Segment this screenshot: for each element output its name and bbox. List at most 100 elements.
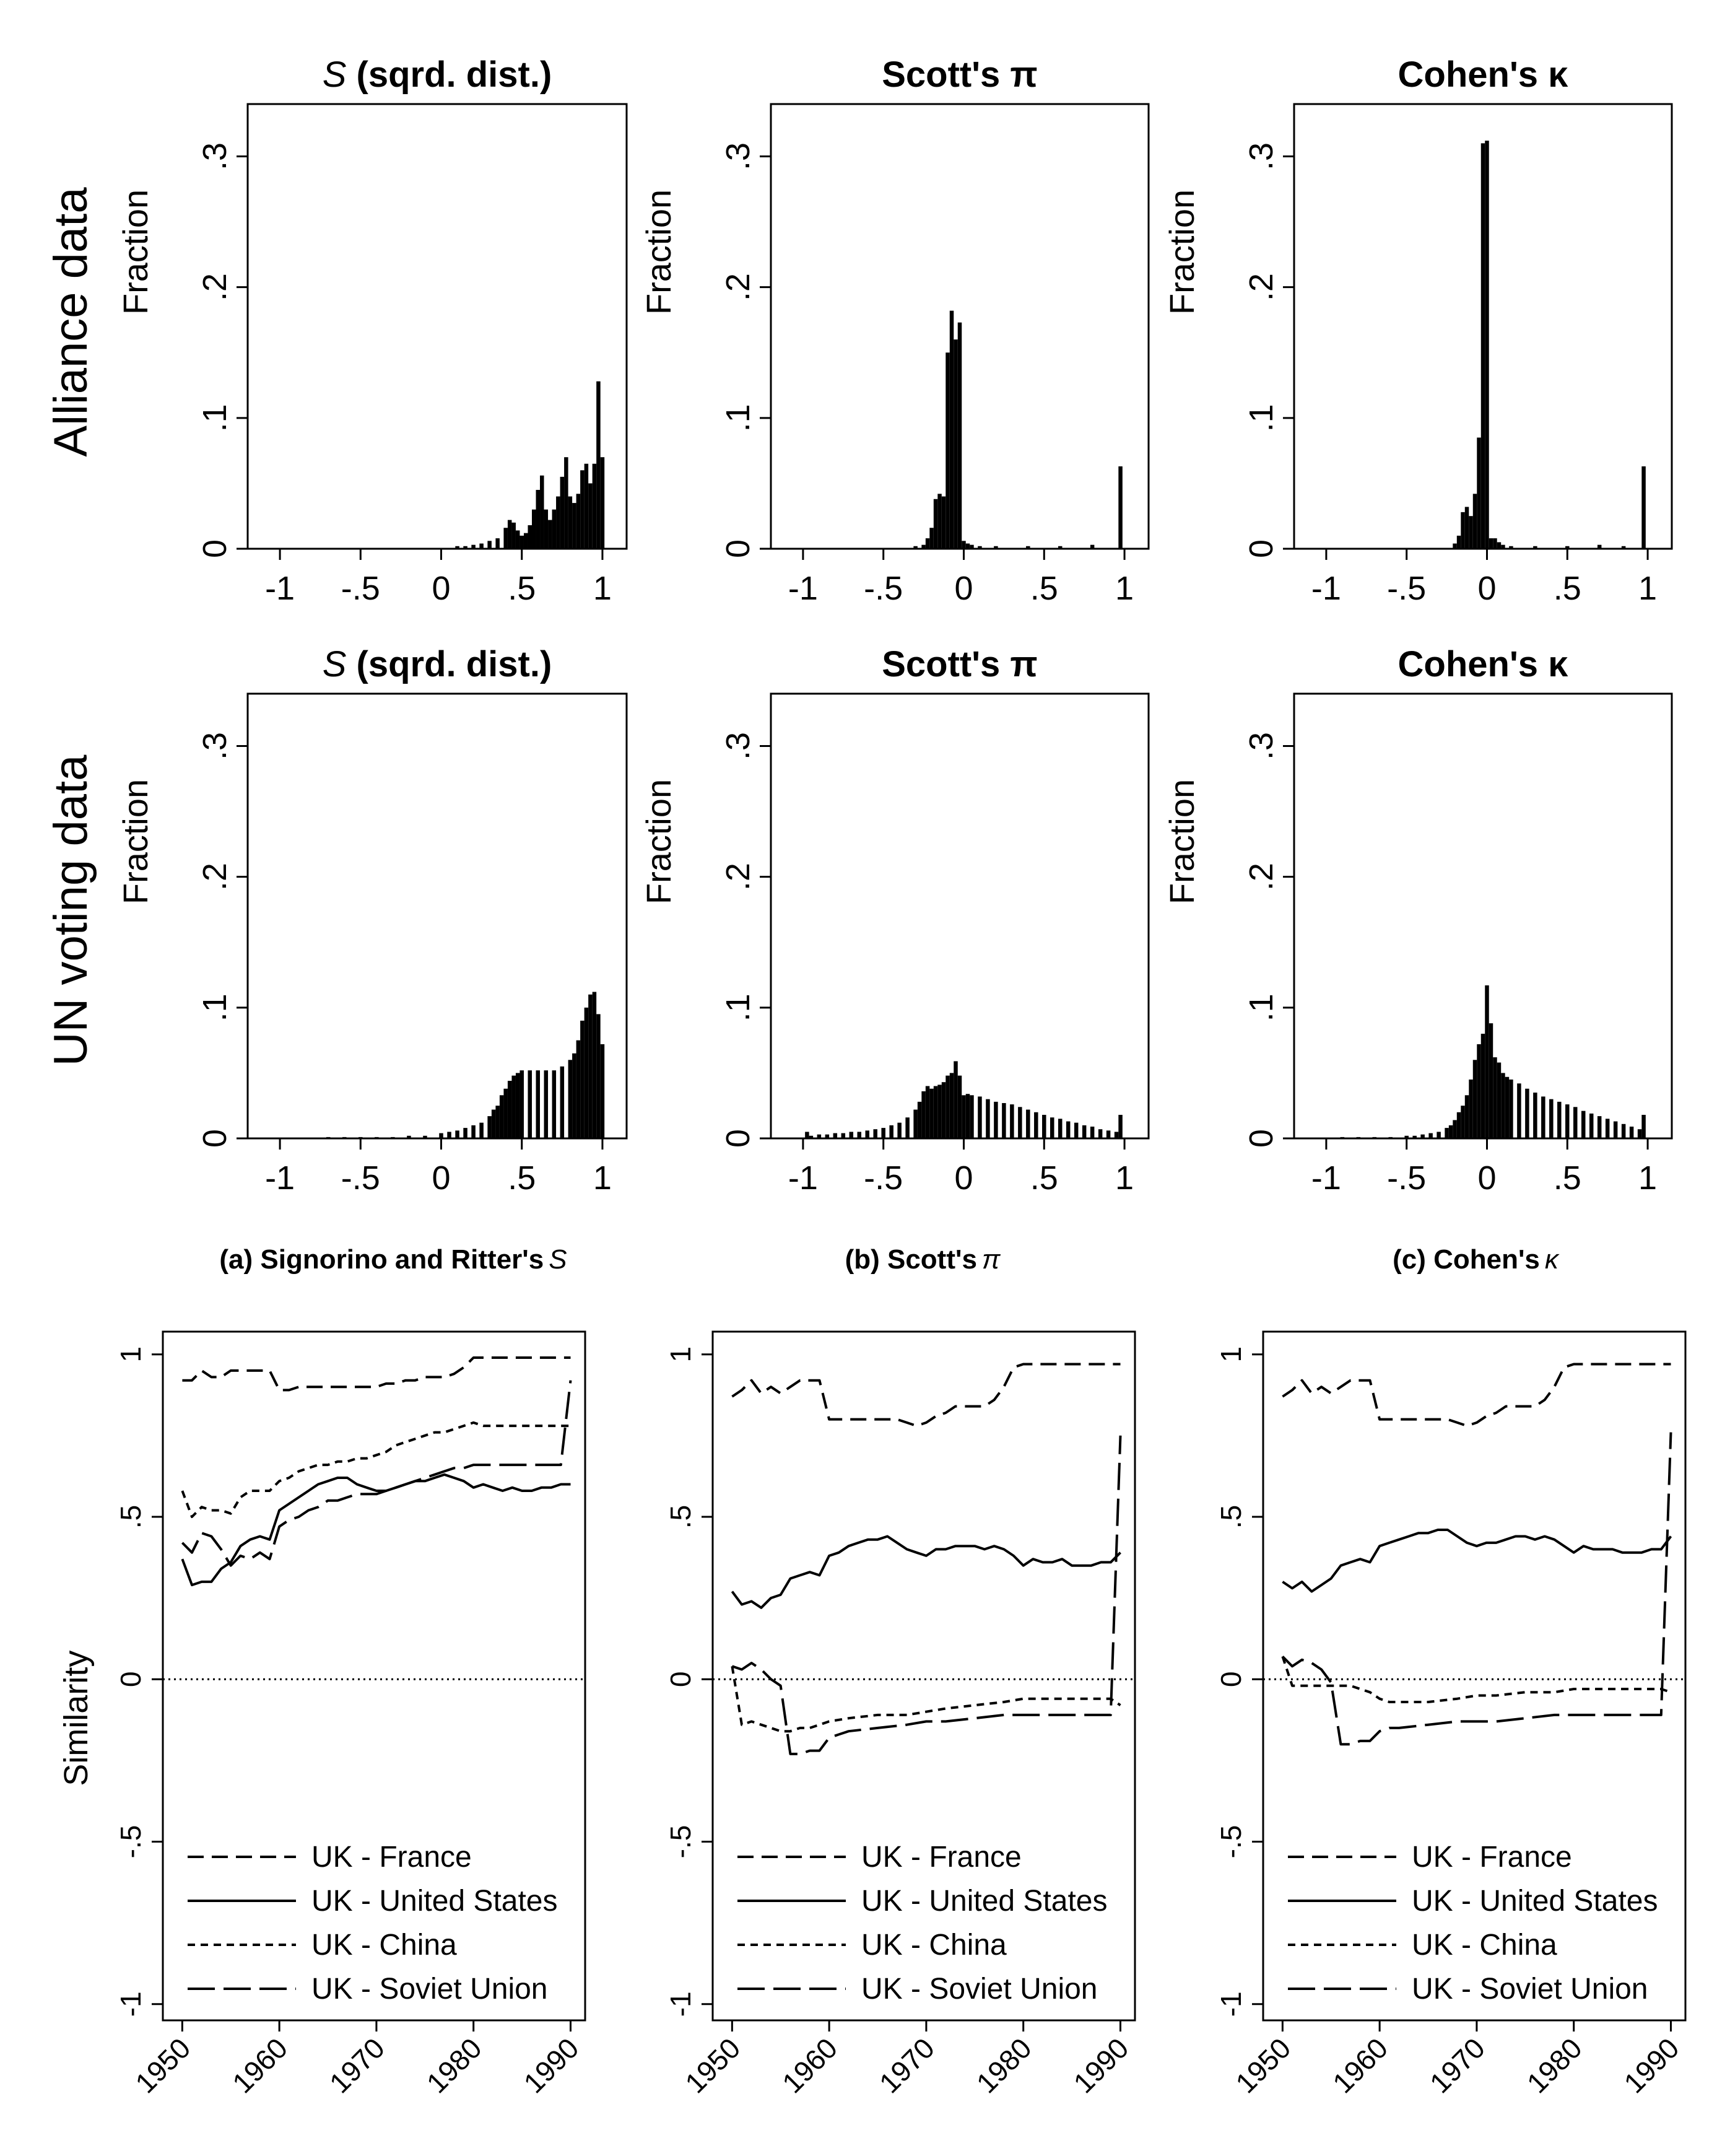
histogram-bar — [588, 994, 593, 1138]
histogram-bar — [1477, 437, 1481, 549]
histogram-bar — [1026, 546, 1030, 549]
histogram-bar — [471, 1125, 476, 1138]
y-tick-label: .2 — [719, 273, 757, 301]
histogram-bar — [564, 457, 568, 549]
histogram-bar — [857, 1132, 862, 1138]
y-tick-label: -.5 — [1215, 1825, 1247, 1859]
x-tick-label: -.5 — [1387, 1159, 1426, 1197]
series-line — [1281, 1656, 1672, 1703]
y-tick-label: .1 — [196, 993, 233, 1021]
y-axis-label: Fraction — [639, 190, 678, 315]
histogram-bar — [1489, 538, 1493, 549]
x-tick-label: 0 — [954, 570, 973, 607]
histogram-bar — [1034, 1112, 1038, 1138]
legend-label: UK - United States — [861, 1885, 1108, 1918]
x-tick-label: -1 — [265, 570, 295, 607]
histogram-bar — [1485, 985, 1489, 1138]
hist-chart-alliance-s: S (sqrd. dist.) -1 -.5 0 .5 1 0 .1 .2 .3 Fraction — [116, 55, 628, 607]
histogram-bar — [487, 541, 492, 549]
y-tick-label: .2 — [719, 863, 757, 891]
histogram-bar — [1448, 1125, 1453, 1138]
histogram-bar — [596, 1014, 601, 1138]
histogram-bar — [576, 1040, 581, 1138]
histogram-bar — [499, 1095, 504, 1138]
histogram-bar — [1469, 516, 1473, 549]
histogram-bar — [447, 1132, 451, 1138]
chart-title: S (sqrd. dist.) — [323, 644, 552, 684]
x-tick-label: -.5 — [341, 1159, 380, 1197]
histogram-bar — [479, 543, 484, 549]
histogram-bar — [849, 1132, 854, 1138]
series-line — [731, 1535, 1121, 1609]
histogram-bar — [407, 1135, 411, 1138]
histogram-bar — [1118, 466, 1123, 549]
x-tick-label: -.5 — [864, 570, 903, 607]
histogram-bar — [1050, 1117, 1054, 1138]
histogram-bar — [479, 1122, 484, 1138]
x-tick-label: 1 — [1115, 1159, 1134, 1197]
histogram-bar — [921, 544, 926, 549]
histogram-bar — [937, 494, 942, 549]
histogram-bar — [1485, 141, 1489, 549]
y-tick-label: .3 — [196, 732, 233, 760]
y-axis-label: Fraction — [116, 190, 155, 315]
histogram-bar — [1505, 1076, 1510, 1138]
histogram-bar — [954, 1061, 958, 1138]
plot-frame — [246, 692, 628, 1140]
histogram-bar — [1074, 1122, 1079, 1138]
histogram-bar — [1042, 1114, 1046, 1138]
histogram-bar — [536, 489, 541, 549]
x-tick-label: 0 — [432, 1159, 450, 1197]
histogram-bar — [1453, 543, 1457, 549]
histogram-bar — [439, 1133, 443, 1138]
y-tick-label: .1 — [719, 404, 757, 432]
legend-label: UK - France — [861, 1841, 1022, 1874]
histogram-bar — [556, 496, 560, 549]
histogram-bar — [945, 352, 950, 549]
y-tick-label: 0 — [719, 1129, 757, 1148]
histogram-bar — [1533, 546, 1537, 549]
y-tick-label: .3 — [1243, 142, 1280, 170]
y-tick-label: 0 — [1243, 539, 1280, 558]
histogram-bar — [1090, 544, 1095, 549]
histogram-bar — [1412, 1135, 1417, 1138]
histogram-bar — [1480, 1034, 1485, 1138]
histogram-bar — [994, 1101, 998, 1138]
histogram-bar — [1629, 1126, 1634, 1138]
x-tick-label: .5 — [1554, 570, 1581, 607]
histogram-bar — [1472, 494, 1477, 549]
y-tick-label: -1 — [664, 1991, 697, 2017]
histogram-bar — [471, 544, 476, 549]
x-tick-label: -1 — [788, 1159, 818, 1197]
histogram-bar — [552, 509, 557, 549]
histogram-bar — [1541, 1096, 1545, 1138]
histogram-bar — [1477, 1044, 1481, 1138]
plot-frame — [162, 1330, 586, 2022]
chart-title-symbol: S — [323, 55, 347, 95]
histogram-bar — [507, 520, 512, 549]
histogram-bar — [519, 535, 524, 549]
series-line — [731, 1435, 1122, 1755]
histogram-bar — [515, 1073, 520, 1138]
chart-title-symbol: S — [323, 644, 347, 684]
histogram-bar — [1621, 1124, 1626, 1138]
y-axis-label: Similarity — [58, 1651, 95, 1786]
y-tick-label: .2 — [196, 273, 233, 301]
x-tick-label: .5 — [1554, 1159, 1581, 1197]
histogram-bar — [1581, 1111, 1586, 1138]
histogram-bar — [560, 476, 565, 549]
histogram-bar — [455, 546, 459, 549]
histogram-bar — [580, 470, 585, 549]
histogram-bar — [600, 457, 605, 549]
x-tick-label: 0 — [1477, 1159, 1496, 1197]
series-line — [1282, 1363, 1671, 1428]
histogram-bar — [925, 538, 930, 549]
legend-label: UK - Soviet Union — [311, 1973, 548, 2005]
caption-c-symbol: κ — [1545, 1244, 1560, 1275]
histogram-bar — [805, 1132, 809, 1138]
histogram-bar — [1018, 1107, 1022, 1138]
histogram-bar — [1428, 1133, 1433, 1138]
histogram-bar — [487, 1116, 492, 1138]
chart-title-text: (sqrd. dist.) — [346, 55, 552, 95]
